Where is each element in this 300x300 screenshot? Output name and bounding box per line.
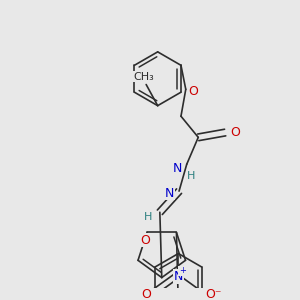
Text: +: + bbox=[179, 266, 186, 275]
Text: N: N bbox=[174, 270, 183, 283]
Text: H: H bbox=[144, 212, 152, 222]
Text: O: O bbox=[140, 234, 150, 247]
Text: O: O bbox=[142, 288, 152, 300]
Text: O: O bbox=[188, 85, 198, 98]
Text: N: N bbox=[165, 187, 174, 200]
Text: O: O bbox=[230, 126, 240, 139]
Text: O⁻: O⁻ bbox=[206, 288, 222, 300]
Text: CH₃: CH₃ bbox=[133, 72, 154, 82]
Text: N: N bbox=[172, 162, 182, 175]
Text: H: H bbox=[188, 171, 196, 181]
